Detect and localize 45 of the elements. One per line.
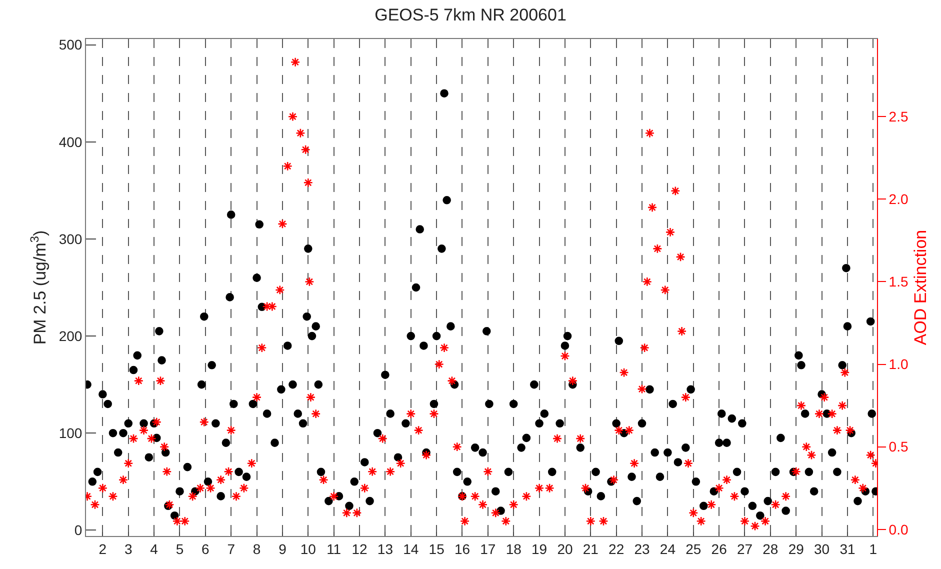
x-tick-label: 28: [762, 540, 778, 557]
y-tick-label: 200: [58, 328, 82, 344]
x-tick-label: 15: [428, 540, 445, 557]
x-tick-label: 21: [582, 540, 599, 557]
x-tick-label: 18: [506, 540, 522, 557]
y2-tick-label: 2.5: [888, 108, 908, 124]
x-tick-label: 30: [814, 540, 830, 557]
x-tick-label: 9: [278, 540, 287, 557]
chart-title: GEOS-5 7km NR 200601: [374, 5, 566, 24]
x-tick-label: 20: [557, 540, 573, 557]
x-tick-label: 12: [352, 540, 368, 557]
x-tick-label: 14: [403, 540, 419, 557]
x-tick-label: 2: [98, 540, 107, 557]
x-tick-label: 24: [660, 540, 676, 557]
y2-tick-label: 1.5: [888, 274, 908, 290]
x-tick-label: 13: [377, 540, 394, 557]
x-tick-label: 4: [150, 540, 158, 557]
x-tick-label: 22: [608, 540, 624, 557]
y-tick-label: 100: [58, 425, 82, 442]
x-tick-label: 11: [326, 540, 342, 557]
y2-tick-label: 0.0: [888, 521, 908, 538]
x-tick-label: 29: [788, 540, 804, 557]
x-tick-label: 8: [252, 540, 261, 557]
y-tick-label: 500: [58, 36, 82, 53]
y-tick-label: 400: [58, 134, 82, 150]
x-tick-label: 27: [736, 540, 753, 557]
x-tick-label: 1: [869, 540, 878, 557]
x-tick-label: 23: [634, 540, 650, 557]
x-tick-label: 6: [202, 540, 210, 557]
y2-tick-label: 2.0: [888, 191, 908, 208]
x-tick-label: 3: [124, 540, 132, 557]
x-tick-label: 31: [840, 540, 856, 557]
x-tick-label: 16: [454, 540, 470, 557]
x-tick-label: 5: [176, 540, 184, 557]
x-tick-label: 17: [480, 540, 496, 557]
y-tick-label: 0: [74, 522, 82, 538]
x-tick-label: 7: [227, 540, 236, 557]
x-tick-label: 26: [711, 540, 728, 557]
y2-tick-label: 0.5: [888, 438, 908, 455]
y2-axis-title: AOD Extinction: [910, 230, 930, 346]
x-tick-label: 19: [531, 540, 548, 557]
y2-tick-label: 1.0: [888, 356, 908, 372]
x-tick-label: 10: [300, 540, 316, 557]
x-tick-label: 25: [686, 540, 702, 557]
y-tick-label: 300: [58, 230, 82, 247]
